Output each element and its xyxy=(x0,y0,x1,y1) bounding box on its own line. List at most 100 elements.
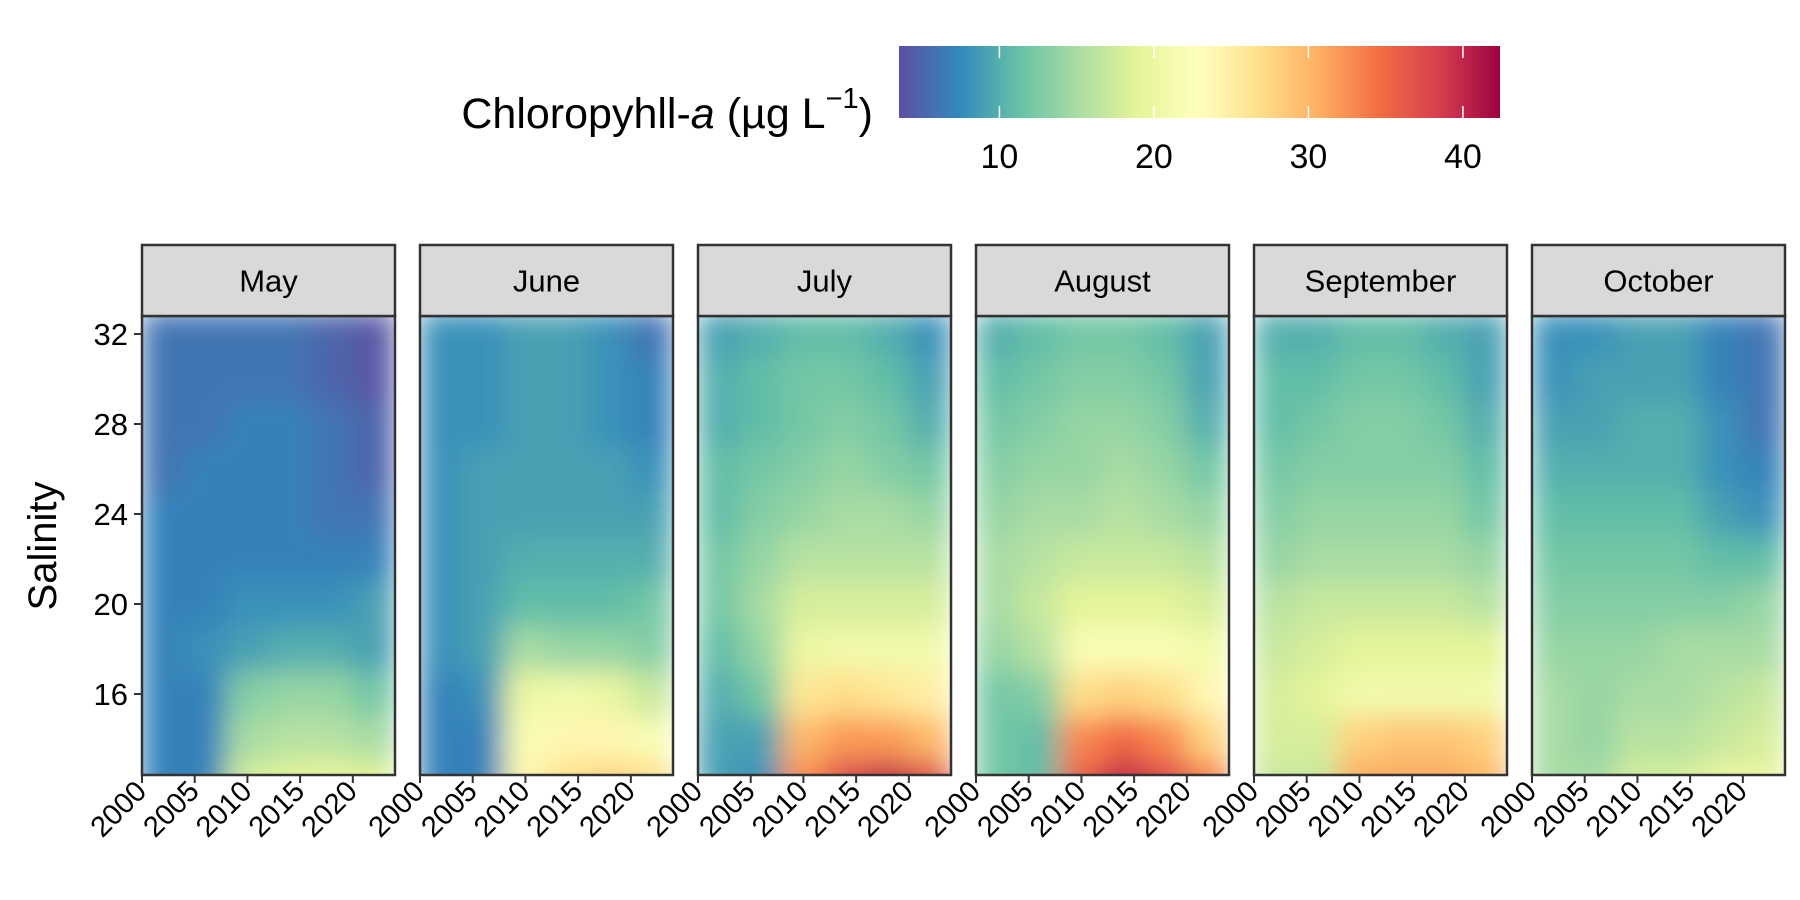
heat-cell xyxy=(1254,716,1297,762)
colorbar-title-part: Chloropyhll- xyxy=(461,90,690,138)
panel xyxy=(1532,316,1785,775)
heat-cell xyxy=(420,716,463,762)
heat-cell xyxy=(1017,761,1061,775)
heat-cell xyxy=(976,316,1019,357)
heat-cell xyxy=(1254,491,1297,537)
x-tick-label: 2020 xyxy=(1130,775,1198,843)
heat-cell xyxy=(1464,716,1507,762)
heat-cell xyxy=(420,491,463,537)
heat-cell xyxy=(1742,316,1785,357)
heat-cell xyxy=(1700,626,1744,672)
strip xyxy=(1252,243,1509,318)
heat-cell xyxy=(1742,536,1785,582)
heat-cell xyxy=(866,401,910,447)
heat-cell xyxy=(1464,446,1507,492)
heat-cell xyxy=(1295,356,1339,402)
heat-cell xyxy=(268,316,312,357)
heat-cell xyxy=(824,761,868,775)
heat-cell xyxy=(739,316,783,357)
heat-cell xyxy=(1658,536,1702,582)
heat-cell xyxy=(1464,581,1507,627)
heat-cell xyxy=(1186,356,1229,402)
y-tick-label: 16 xyxy=(94,677,128,712)
heat-cell xyxy=(1573,536,1617,582)
panel xyxy=(976,316,1229,775)
heat-cell xyxy=(352,626,395,672)
heat-cell xyxy=(781,401,825,447)
heat-cell xyxy=(225,316,269,357)
heat-cell xyxy=(630,581,673,627)
heat-cell xyxy=(1144,536,1188,582)
heat-cell xyxy=(698,581,741,627)
heat-cell xyxy=(268,491,312,537)
heat-cell xyxy=(908,761,951,775)
heat-cell xyxy=(1337,536,1381,582)
heat-cell xyxy=(1295,761,1339,775)
heat-cell xyxy=(976,626,1019,672)
heat-cell xyxy=(781,446,825,492)
x-tick-label: 2005 xyxy=(1527,775,1595,843)
heat-cell xyxy=(739,761,783,775)
heat-cell xyxy=(1059,536,1103,582)
heat-cell xyxy=(1144,761,1188,775)
heat-cell xyxy=(420,626,463,672)
heat-cell xyxy=(1254,581,1297,627)
heat-cell xyxy=(1742,761,1785,775)
heat-cell xyxy=(1295,671,1339,717)
heat-cell xyxy=(1422,316,1466,357)
heat-cell xyxy=(1059,581,1103,627)
heat-cell xyxy=(908,401,951,447)
heat-cell xyxy=(1615,581,1659,627)
heat-cell xyxy=(866,671,910,717)
heat-cell xyxy=(1102,671,1146,717)
heat-cell xyxy=(1658,671,1702,717)
heat-cell xyxy=(1742,716,1785,762)
heat-cell xyxy=(352,536,395,582)
heat-cell xyxy=(1700,761,1744,775)
heat-cell xyxy=(461,671,505,717)
heat-cell xyxy=(461,626,505,672)
heat-cell xyxy=(1464,401,1507,447)
heat-cell xyxy=(781,356,825,402)
heat-cell xyxy=(698,446,741,492)
heat-cell xyxy=(1380,356,1424,402)
heat-cell xyxy=(630,626,673,672)
strip-label: August xyxy=(1054,264,1151,299)
heat-cell xyxy=(546,446,590,492)
heat-cell xyxy=(183,626,227,672)
heat-cell xyxy=(1102,446,1146,492)
heat-cell xyxy=(1658,316,1702,357)
heat-cell xyxy=(1742,401,1785,447)
heatmap xyxy=(420,316,673,775)
x-tick-label: 2010 xyxy=(1024,775,1092,843)
heat-cell xyxy=(976,716,1019,762)
y-axis-label: Salinity xyxy=(21,482,65,611)
heat-cell xyxy=(546,401,590,447)
heat-cell xyxy=(142,761,185,775)
heat-cell xyxy=(1102,401,1146,447)
heat-cell xyxy=(1059,761,1103,775)
colorbar-title: Chloropyhll-a (µg L−1) xyxy=(461,83,873,138)
heat-cell xyxy=(1658,446,1702,492)
heat-cell xyxy=(588,671,632,717)
heat-cell xyxy=(225,671,269,717)
heat-cell xyxy=(1017,446,1061,492)
heat-cell xyxy=(588,761,632,775)
strip-label: September xyxy=(1305,264,1457,299)
heat-cell xyxy=(142,536,185,582)
heat-cell xyxy=(739,446,783,492)
heat-cell xyxy=(1615,761,1659,775)
heat-cell xyxy=(1532,316,1575,357)
heat-cell xyxy=(225,626,269,672)
heat-cell xyxy=(268,581,312,627)
heat-cell xyxy=(1573,671,1617,717)
heat-cell xyxy=(1186,316,1229,357)
heat-cell xyxy=(1615,446,1659,492)
heat-cell xyxy=(1380,536,1424,582)
heat-cell xyxy=(1742,491,1785,537)
heat-cell xyxy=(1144,581,1188,627)
heat-cell xyxy=(1380,716,1424,762)
heat-cell xyxy=(1337,761,1381,775)
heatmap xyxy=(1532,316,1785,775)
heat-cell xyxy=(976,761,1019,775)
